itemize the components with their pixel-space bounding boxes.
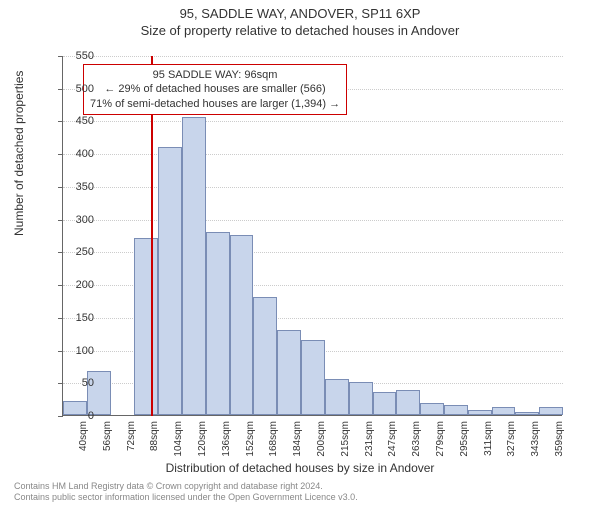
xtick-label: 200sqm <box>316 421 327 457</box>
histogram-bar <box>444 405 468 415</box>
gridline-h <box>63 220 563 221</box>
page-title: 95, SADDLE WAY, ANDOVER, SP11 6XP <box>0 6 600 21</box>
footer-attribution: Contains HM Land Registry data © Crown c… <box>14 481 358 502</box>
histogram-bar <box>230 235 254 415</box>
info-line-1: 95 SADDLE WAY: 96sqm <box>90 68 340 82</box>
xtick-label: 120sqm <box>197 421 208 457</box>
xtick-label: 279sqm <box>435 421 446 457</box>
xtick-label: 72sqm <box>126 421 137 451</box>
histogram-bar <box>134 238 158 415</box>
histogram-bar <box>373 392 397 415</box>
footer-line-1: Contains HM Land Registry data © Crown c… <box>14 481 358 491</box>
histogram-bar <box>420 403 444 415</box>
xtick-label: 184sqm <box>292 421 303 457</box>
xtick-label: 88sqm <box>149 421 160 451</box>
ytick-label: 0 <box>54 410 94 422</box>
gridline-h <box>63 56 563 57</box>
chart-area: 40sqm56sqm72sqm88sqm104sqm120sqm136sqm15… <box>62 56 562 416</box>
histogram-bar <box>277 330 301 415</box>
xtick-label: 359sqm <box>554 421 565 457</box>
xtick-label: 215sqm <box>340 421 351 457</box>
histogram-bar <box>253 297 277 415</box>
histogram-bar <box>158 147 182 415</box>
ytick-label: 400 <box>54 148 94 160</box>
xtick-label: 168sqm <box>268 421 279 457</box>
ytick-label: 550 <box>54 50 94 62</box>
xtick-label: 40sqm <box>78 421 89 451</box>
histogram-bar <box>301 340 325 415</box>
xtick-label: 343sqm <box>530 421 541 457</box>
histogram-bar <box>349 382 373 415</box>
ytick-label: 500 <box>54 83 94 95</box>
ytick-label: 100 <box>54 345 94 357</box>
ytick-label: 150 <box>54 312 94 324</box>
ytick-label: 50 <box>54 377 94 389</box>
ytick-label: 300 <box>54 214 94 226</box>
ytick-label: 200 <box>54 279 94 291</box>
xtick-label: 311sqm <box>483 421 494 456</box>
xtick-label: 295sqm <box>459 421 470 457</box>
gridline-h <box>63 121 563 122</box>
ytick-label: 450 <box>54 115 94 127</box>
gridline-h <box>63 154 563 155</box>
xtick-label: 104sqm <box>173 421 184 457</box>
histogram-bar <box>206 232 230 415</box>
y-axis-label: Number of detached properties <box>12 71 26 236</box>
xtick-label: 247sqm <box>387 421 398 457</box>
histogram-bar <box>396 390 420 415</box>
xtick-label: 263sqm <box>411 421 422 457</box>
plot-region: 40sqm56sqm72sqm88sqm104sqm120sqm136sqm15… <box>62 56 562 416</box>
ytick-label: 250 <box>54 246 94 258</box>
histogram-bar <box>515 412 539 415</box>
info-line-2: ← 29% of detached houses are smaller (56… <box>90 82 340 96</box>
ytick-label: 350 <box>54 181 94 193</box>
histogram-bar <box>182 117 206 415</box>
xtick-label: 231sqm <box>364 421 375 457</box>
footer-line-2: Contains public sector information licen… <box>14 492 358 502</box>
xtick-label: 136sqm <box>221 421 232 457</box>
info-box: 95 SADDLE WAY: 96sqm← 29% of detached ho… <box>83 64 347 115</box>
histogram-bar <box>468 410 492 415</box>
info-line-3: 71% of semi-detached houses are larger (… <box>90 97 340 111</box>
gridline-h <box>63 187 563 188</box>
histogram-bar <box>325 379 349 415</box>
histogram-bar <box>539 407 563 415</box>
xtick-label: 327sqm <box>506 421 517 457</box>
page-subtitle: Size of property relative to detached ho… <box>0 23 600 38</box>
x-axis-label: Distribution of detached houses by size … <box>0 461 600 475</box>
xtick-label: 152sqm <box>245 421 256 457</box>
xtick-label: 56sqm <box>102 421 113 451</box>
histogram-bar <box>492 407 516 415</box>
